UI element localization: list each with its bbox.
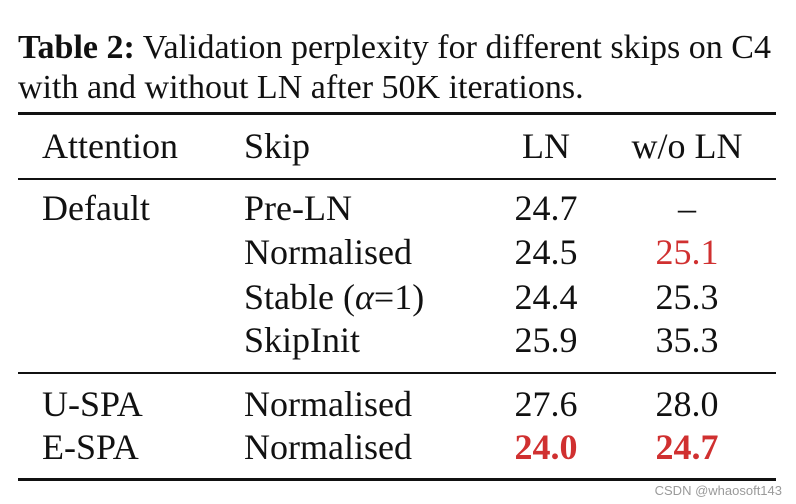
- row-1-skip: Normalised: [244, 232, 412, 272]
- caption-label: Table 2:: [18, 29, 135, 66]
- header-rule: [18, 178, 776, 180]
- row-3-ln: 25.9: [514, 320, 578, 360]
- row-2-woln: 25.3: [655, 277, 719, 317]
- row-2-skip-suffix: =1): [373, 277, 425, 317]
- row-5-woln: 24.7: [655, 427, 719, 467]
- top-rule: [18, 112, 776, 115]
- header-skip: Skip: [244, 126, 311, 166]
- section-rule: [18, 372, 776, 374]
- row-5-skip: Normalised: [244, 427, 412, 467]
- row-2-skip-alpha: α: [354, 277, 374, 317]
- row-3-skip: SkipInit: [244, 320, 361, 360]
- watermark: CSDN @whaosoft143: [654, 483, 782, 498]
- header-ln: LN: [522, 126, 570, 166]
- row-0-skip: Pre-LN: [244, 188, 352, 228]
- row-0-attention: Default: [42, 188, 150, 228]
- row-1-woln: 25.1: [655, 232, 719, 272]
- row-1-ln: 24.5: [514, 232, 578, 272]
- row-5-ln: 24.0: [514, 427, 578, 467]
- row-4-attention: U-SPA: [42, 384, 143, 424]
- bottom-rule: [18, 478, 776, 481]
- row-2-ln: 24.4: [514, 277, 578, 317]
- row-0-ln: 24.7: [514, 188, 578, 228]
- row-4-skip: Normalised: [244, 384, 412, 424]
- row-5-attention: E-SPA: [42, 427, 139, 467]
- row-2-skip-prefix: Stable (: [244, 277, 355, 317]
- row-4-ln: 27.6: [514, 384, 578, 424]
- row-0-woln: –: [678, 188, 696, 228]
- header-attention: Attention: [42, 126, 178, 166]
- header-woln: w/o LN: [631, 126, 743, 166]
- caption-text: Validation perplexity for different skip…: [18, 29, 771, 106]
- row-2-skip: Stable (α=1): [244, 275, 424, 319]
- row-4-woln: 28.0: [655, 384, 719, 424]
- row-3-woln: 35.3: [655, 320, 719, 360]
- table-caption: Table 2: Validation perplexity for diffe…: [18, 28, 788, 108]
